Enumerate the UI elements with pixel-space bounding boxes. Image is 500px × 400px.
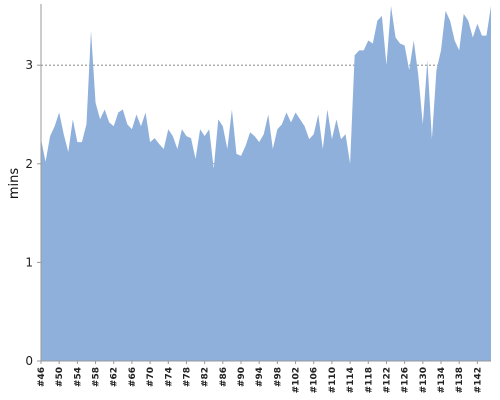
xtick-label-78: #78	[182, 367, 192, 387]
xtick-label-106: #106	[310, 367, 320, 393]
xtick-label-98: #98	[273, 367, 283, 387]
xtick-label-70: #70	[146, 367, 156, 387]
axes	[40, 4, 491, 362]
xtick-label-54: #54	[73, 367, 83, 387]
xtick-label-114: #114	[346, 367, 356, 393]
xtick-label-90: #90	[237, 367, 247, 387]
xtick-label-62: #62	[110, 367, 120, 387]
xtick-label-110: #110	[328, 367, 338, 393]
y-axis-ticks: 0 1 2 3	[25, 58, 41, 368]
ytick-label-3: 3	[25, 58, 33, 72]
xtick-label-50: #50	[55, 367, 65, 387]
xtick-label-66: #66	[128, 367, 138, 387]
xtick-label-86: #86	[219, 367, 229, 387]
xtick-label-58: #58	[92, 367, 102, 387]
x-axis-ticks: #46 #50 #54 #58 #62 #66 #70 #74 #78 #82 #86 #90 #94 #…	[37, 361, 483, 393]
ytick-label-2: 2	[25, 157, 33, 171]
xtick-label-134: #134	[437, 367, 447, 393]
ytick-label-0: 0	[25, 354, 33, 368]
xtick-label-138: #138	[455, 367, 465, 393]
xtick-label-102: #102	[292, 367, 302, 393]
ytick-label-1: 1	[25, 255, 33, 269]
xtick-label-46: #46	[37, 367, 47, 387]
xtick-label-142: #142	[473, 367, 483, 393]
area-series	[41, 6, 491, 361]
xtick-label-74: #74	[164, 367, 174, 387]
xtick-label-130: #130	[419, 367, 429, 393]
xtick-label-126: #126	[401, 367, 411, 393]
xtick-label-94: #94	[255, 367, 265, 387]
xtick-label-82: #82	[201, 367, 211, 387]
xtick-label-118: #118	[364, 367, 374, 393]
xtick-label-122: #122	[382, 367, 392, 393]
y-axis-label: mins	[7, 168, 22, 200]
